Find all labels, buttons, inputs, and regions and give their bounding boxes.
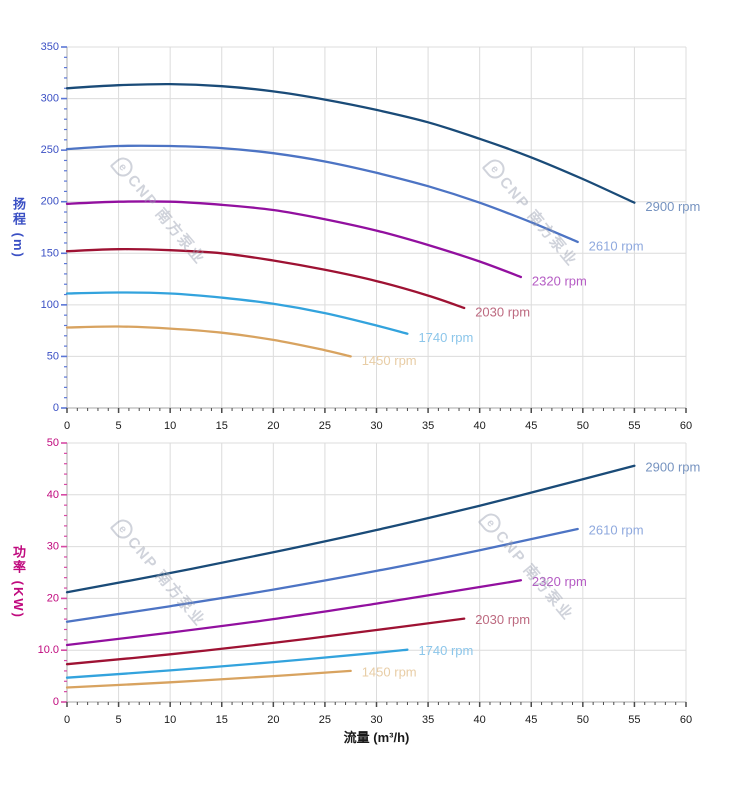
x-tick-label: 30: [370, 714, 382, 726]
y-tick-label: 100: [41, 299, 59, 311]
x-tick-label: 10: [164, 714, 176, 726]
x-tick-label: 5: [116, 420, 122, 432]
x-tick-label: 20: [267, 420, 279, 432]
x-tick-label: 45: [525, 420, 537, 432]
x-tick-label: 35: [422, 714, 434, 726]
curve-2030-rpm: [65, 617, 466, 666]
y-tick-label: 10.0: [38, 644, 59, 656]
curve-label-2610-rpm: 2610 rpm: [589, 522, 644, 537]
curve-label-2030-rpm: 2030 rpm: [475, 304, 530, 319]
curve-label-2900-rpm: 2900 rpm: [645, 199, 700, 214]
flow-axis-title: 流量 (m³/h): [343, 730, 410, 745]
x-tick-label: 55: [628, 420, 640, 432]
y-tick-label: 200: [41, 196, 59, 208]
x-tick-label: 0: [64, 420, 70, 432]
curve-2900-rpm: [65, 464, 636, 594]
x-tick-label: 50: [577, 714, 589, 726]
x-tick-label: 30: [370, 420, 382, 432]
y-tick-label: 300: [41, 93, 59, 105]
y-tick-label: 0: [53, 696, 59, 708]
x-tick-label: 25: [319, 714, 331, 726]
x-tick-label: 10: [164, 420, 176, 432]
curve-label-2900-rpm: 2900 rpm: [645, 459, 700, 474]
x-tick-label: 40: [474, 420, 486, 432]
x-tick-label: 50: [577, 420, 589, 432]
curve-label-1740-rpm: 1740 rpm: [418, 330, 473, 345]
x-tick-label: 35: [422, 420, 434, 432]
curve-label-1450-rpm: 1450 rpm: [362, 353, 417, 368]
y-tick-label: 0: [53, 402, 59, 414]
y-tick-label: 30: [47, 541, 59, 553]
curve-1740-rpm: [65, 291, 409, 335]
x-tick-label: 60: [680, 714, 692, 726]
x-tick-label: 20: [267, 714, 279, 726]
x-tick-label: 5: [116, 714, 122, 726]
curve-1450-rpm: [65, 325, 352, 358]
curve-2320-rpm: [65, 200, 523, 279]
curve-2030-rpm: [65, 248, 466, 310]
curve-2610-rpm: [65, 144, 579, 244]
x-tick-label: 60: [680, 420, 692, 432]
curve-label-2030-rpm: 2030 rpm: [475, 612, 530, 627]
curve-2900-rpm: [65, 82, 636, 204]
x-tick-label: 15: [216, 714, 228, 726]
curve-2610-rpm: [65, 527, 579, 623]
x-tick-label: 25: [319, 420, 331, 432]
curve-label-2320-rpm: 2320 rpm: [532, 274, 587, 289]
y-tick-label: 250: [41, 144, 59, 156]
power-axis-title: 功率 (KW): [11, 545, 26, 619]
x-tick-label: 45: [525, 714, 537, 726]
x-tick-label: 0: [64, 714, 70, 726]
curve-2320-rpm: [65, 579, 523, 647]
curve-1450-rpm: [65, 669, 352, 689]
y-tick-label: 40: [47, 489, 59, 501]
curve-label-1450-rpm: 1450 rpm: [362, 664, 417, 679]
curve-label-2610-rpm: 2610 rpm: [589, 238, 644, 253]
x-tick-label: 15: [216, 420, 228, 432]
x-tick-label: 40: [474, 714, 486, 726]
y-tick-label: 150: [41, 247, 59, 259]
y-tick-label: 20: [47, 592, 59, 604]
y-tick-label: 50: [47, 437, 59, 449]
curve-1740-rpm: [65, 648, 409, 679]
x-tick-label: 55: [628, 714, 640, 726]
head-axis-title: 扬程 (m): [11, 197, 26, 259]
y-tick-label: 350: [41, 41, 59, 53]
curve-label-1740-rpm: 1740 rpm: [418, 643, 473, 658]
curve-label-2320-rpm: 2320 rpm: [532, 574, 587, 589]
y-tick-label: 50: [47, 350, 59, 362]
